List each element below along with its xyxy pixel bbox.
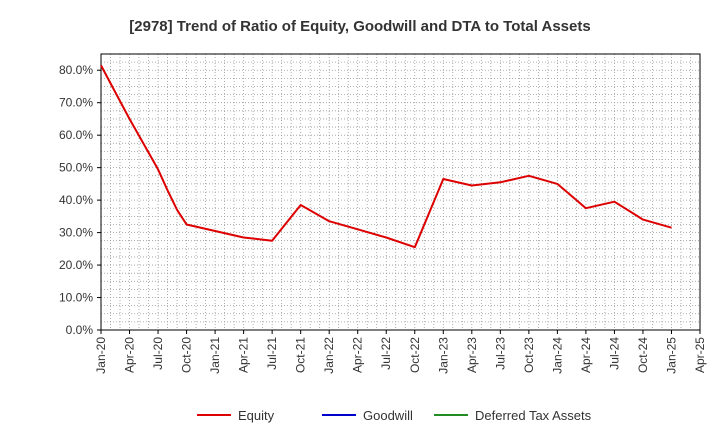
x-tick-label: Jul-23 xyxy=(493,337,507,370)
y-tick-label: 30.0% xyxy=(59,226,93,240)
y-tick-label: 10.0% xyxy=(59,291,93,305)
x-tick-label: Oct-22 xyxy=(408,337,422,373)
x-tick-label: Jan-20 xyxy=(94,337,108,374)
x-tick-label: Apr-22 xyxy=(351,337,365,373)
legend-deferred-tax-assets-label: Deferred Tax Assets xyxy=(475,408,592,423)
x-tick-label: Oct-21 xyxy=(294,337,308,373)
y-tick-label: 50.0% xyxy=(59,161,93,175)
x-tick-label: Apr-24 xyxy=(579,337,593,373)
series-lines xyxy=(100,64,672,249)
x-tick-label: Apr-25 xyxy=(693,337,707,373)
chart-title: [2978] Trend of Ratio of Equity, Goodwil… xyxy=(129,18,590,35)
x-tick-label: Apr-23 xyxy=(465,337,479,373)
x-tick-label: Jul-20 xyxy=(151,337,165,370)
y-tick-label: 20.0% xyxy=(59,258,93,272)
y-tick-label: 60.0% xyxy=(59,128,93,142)
x-tick-label: Oct-20 xyxy=(180,337,194,373)
x-tick-label: Apr-20 xyxy=(123,337,137,373)
x-axis: Jan-20 Apr-20 Jul-20 Oct-20 Jan-21 Apr-21 Jul-… xyxy=(94,330,707,374)
legend: Equity Goodwill Deferred Tax Assets xyxy=(197,408,592,423)
x-tick-label: Oct-23 xyxy=(522,337,536,373)
grid xyxy=(101,54,700,330)
x-tick-label: Apr-21 xyxy=(237,337,251,373)
x-tick-label: Jul-24 xyxy=(607,337,621,370)
x-tick-label: Jan-25 xyxy=(664,337,678,374)
y-tick-label: 80.0% xyxy=(59,63,93,77)
x-tick-label: Oct-24 xyxy=(636,337,650,373)
legend-goodwill-label: Goodwill xyxy=(363,408,413,423)
series-line-equity xyxy=(100,64,672,249)
y-tick-label: 0.0% xyxy=(66,323,94,337)
x-tick-label: Jul-21 xyxy=(265,337,279,370)
x-tick-label: Jan-22 xyxy=(322,337,336,374)
y-tick-label: 40.0% xyxy=(59,193,93,207)
y-axis: 0.0% 10.0% 20.0% 30.0% 40.0% 50.0% 60.0% 70.0% 8… xyxy=(59,63,101,337)
x-tick-label: Jan-24 xyxy=(550,337,564,374)
x-tick-label: Jul-22 xyxy=(379,337,393,370)
legend-equity-label: Equity xyxy=(238,408,275,423)
plot-area xyxy=(100,53,701,331)
x-tick-label: Jan-21 xyxy=(208,337,222,374)
x-tick-label: Jan-23 xyxy=(436,337,450,374)
y-tick-label: 70.0% xyxy=(59,96,93,110)
